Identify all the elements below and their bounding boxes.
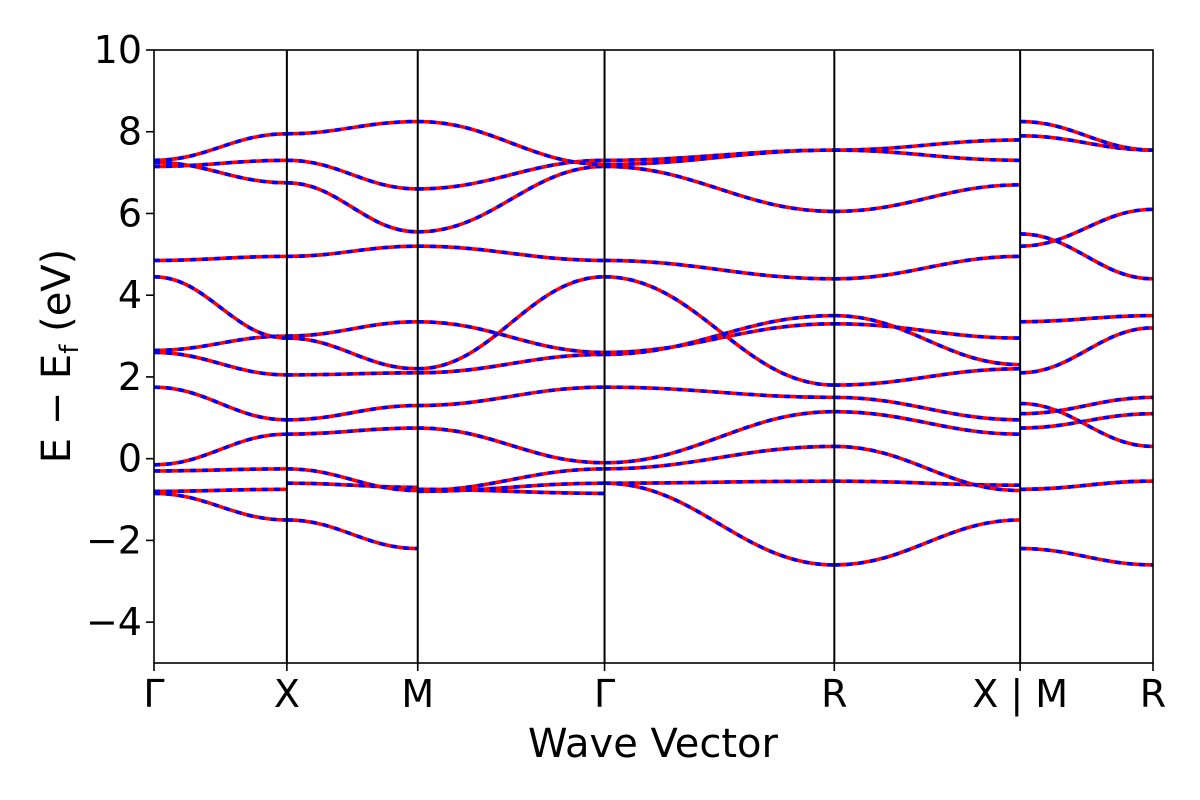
band-line-dashed-5 — [154, 313, 1153, 449]
band-line-dashed-7 — [154, 275, 1153, 387]
band-line-1 — [154, 481, 1153, 567]
band-line-2 — [154, 444, 1153, 493]
high-symmetry-lines — [285, 50, 1022, 663]
y-tick-label: 4 — [118, 273, 142, 317]
y-tick-label: 2 — [118, 355, 142, 399]
y-tick-label: 8 — [118, 110, 142, 154]
x-tick-label: M — [401, 672, 434, 716]
band-line-dashed-3 — [154, 409, 1153, 467]
y-tick-label: −2 — [86, 518, 142, 562]
y-axis-title: E − Ef (eV) — [34, 249, 85, 464]
x-axis-ticks: Γ X M Γ R X | M R — [143, 663, 1166, 717]
x-tick-label: Γ — [594, 672, 615, 716]
y-tick-label: 6 — [118, 191, 142, 235]
x-tick-label: X — [274, 672, 300, 716]
band-line-4 — [154, 385, 1153, 422]
band-line-dashed-4 — [154, 385, 1153, 422]
x-tick-label: R — [821, 672, 847, 716]
y-axis-title-subscript: f — [55, 344, 85, 354]
plot-frame — [153, 49, 1154, 664]
x-tick-label: Γ — [143, 672, 164, 716]
y-axis-ticks: −4 −2 0 2 4 6 8 10 — [86, 28, 154, 644]
x-axis-title: Wave Vector — [528, 721, 779, 767]
band-line-dashed-11 — [154, 119, 1153, 167]
band-line-dashed-9 — [154, 160, 1153, 248]
band-line-dashed-6 — [154, 319, 1153, 375]
band-line-dashed-1 — [154, 481, 1153, 567]
band-line-9 — [154, 160, 1153, 248]
y-tick-label: −4 — [86, 600, 142, 644]
y-tick-label: 0 — [118, 437, 142, 481]
band-line-dashed-8 — [154, 232, 1153, 281]
x-tick-label: R — [1140, 672, 1166, 716]
x-tick-label: X | M — [972, 672, 1068, 717]
band-line-10 — [154, 134, 1153, 191]
band-line-dashed-0 — [154, 479, 1153, 496]
band-lines — [154, 119, 1153, 567]
y-tick-label: 10 — [94, 28, 142, 72]
